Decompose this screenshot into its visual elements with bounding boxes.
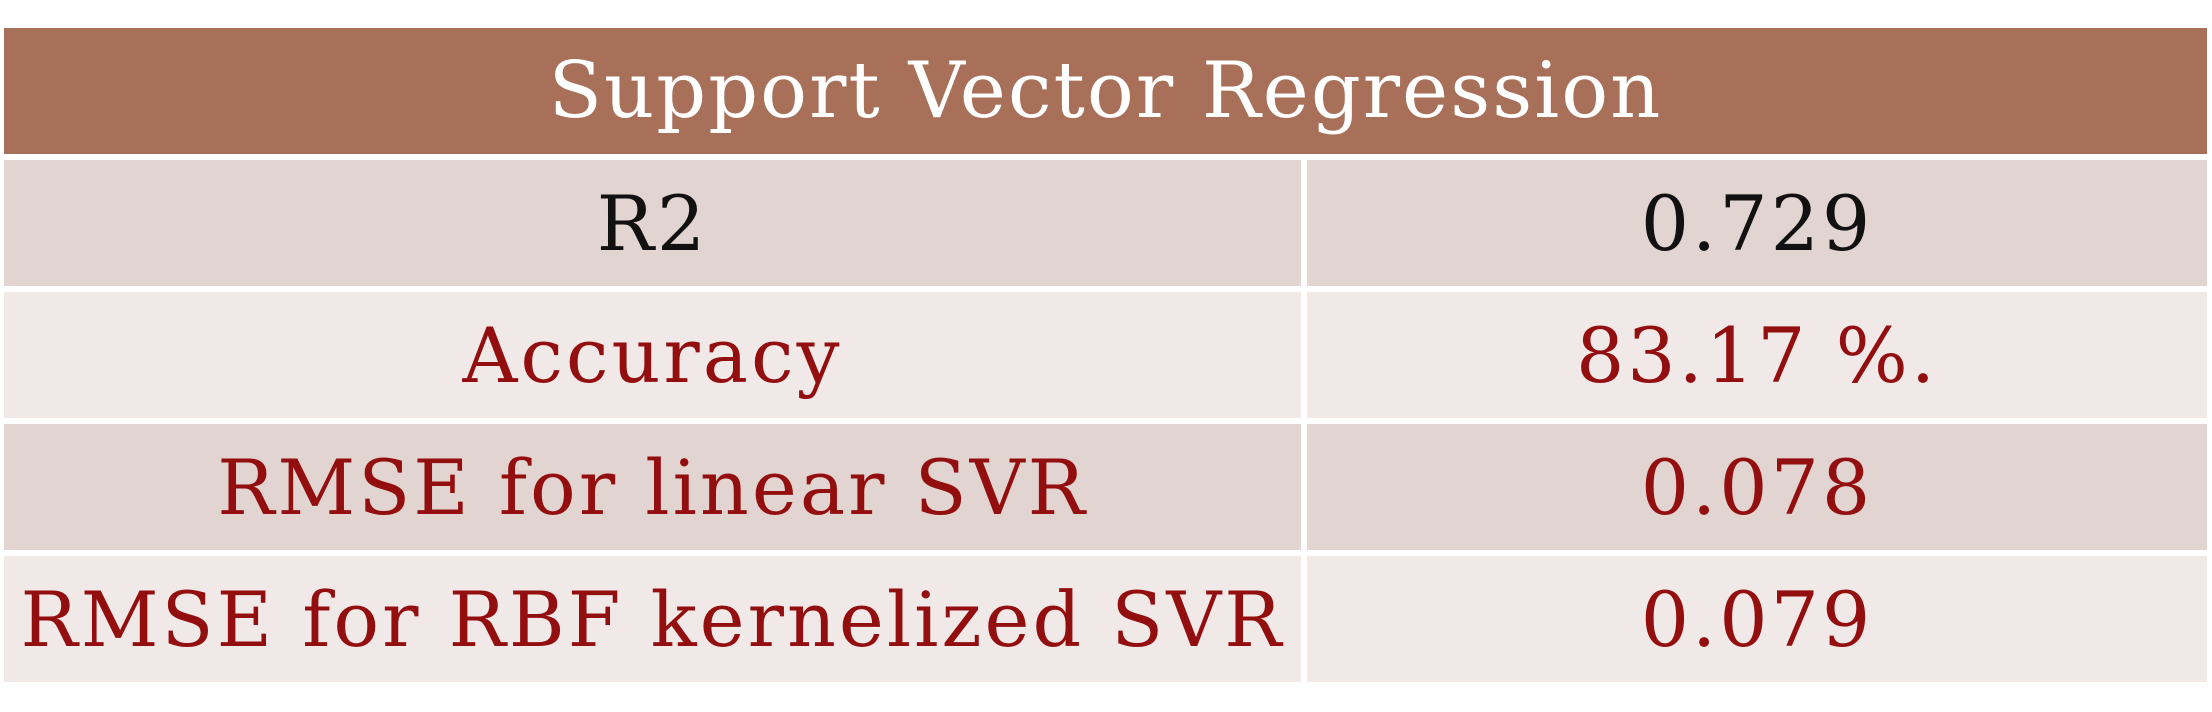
- metric-label-rmse-linear: RMSE for linear SVR: [4, 424, 1301, 550]
- svr-results-table: Support Vector Regression R2 0.729 Accur…: [4, 28, 2207, 682]
- table-title: Support Vector Regression: [4, 28, 2207, 154]
- metric-label-r2: R2: [4, 160, 1301, 286]
- table-row: Accuracy 83.17 %.: [4, 292, 2207, 418]
- table-row: RMSE for RBF kernelized SVR 0.079: [4, 556, 2207, 682]
- metric-value-accuracy: 83.17 %.: [1307, 292, 2207, 418]
- table-row: R2 0.729: [4, 160, 2207, 286]
- metric-label-accuracy: Accuracy: [4, 292, 1301, 418]
- metric-value-r2: 0.729: [1307, 160, 2207, 286]
- metric-value-rmse-rbf: 0.079: [1307, 556, 2207, 682]
- metric-label-rmse-rbf: RMSE for RBF kernelized SVR: [4, 556, 1301, 682]
- table-row: RMSE for linear SVR 0.078: [4, 424, 2207, 550]
- metric-value-rmse-linear: 0.078: [1307, 424, 2207, 550]
